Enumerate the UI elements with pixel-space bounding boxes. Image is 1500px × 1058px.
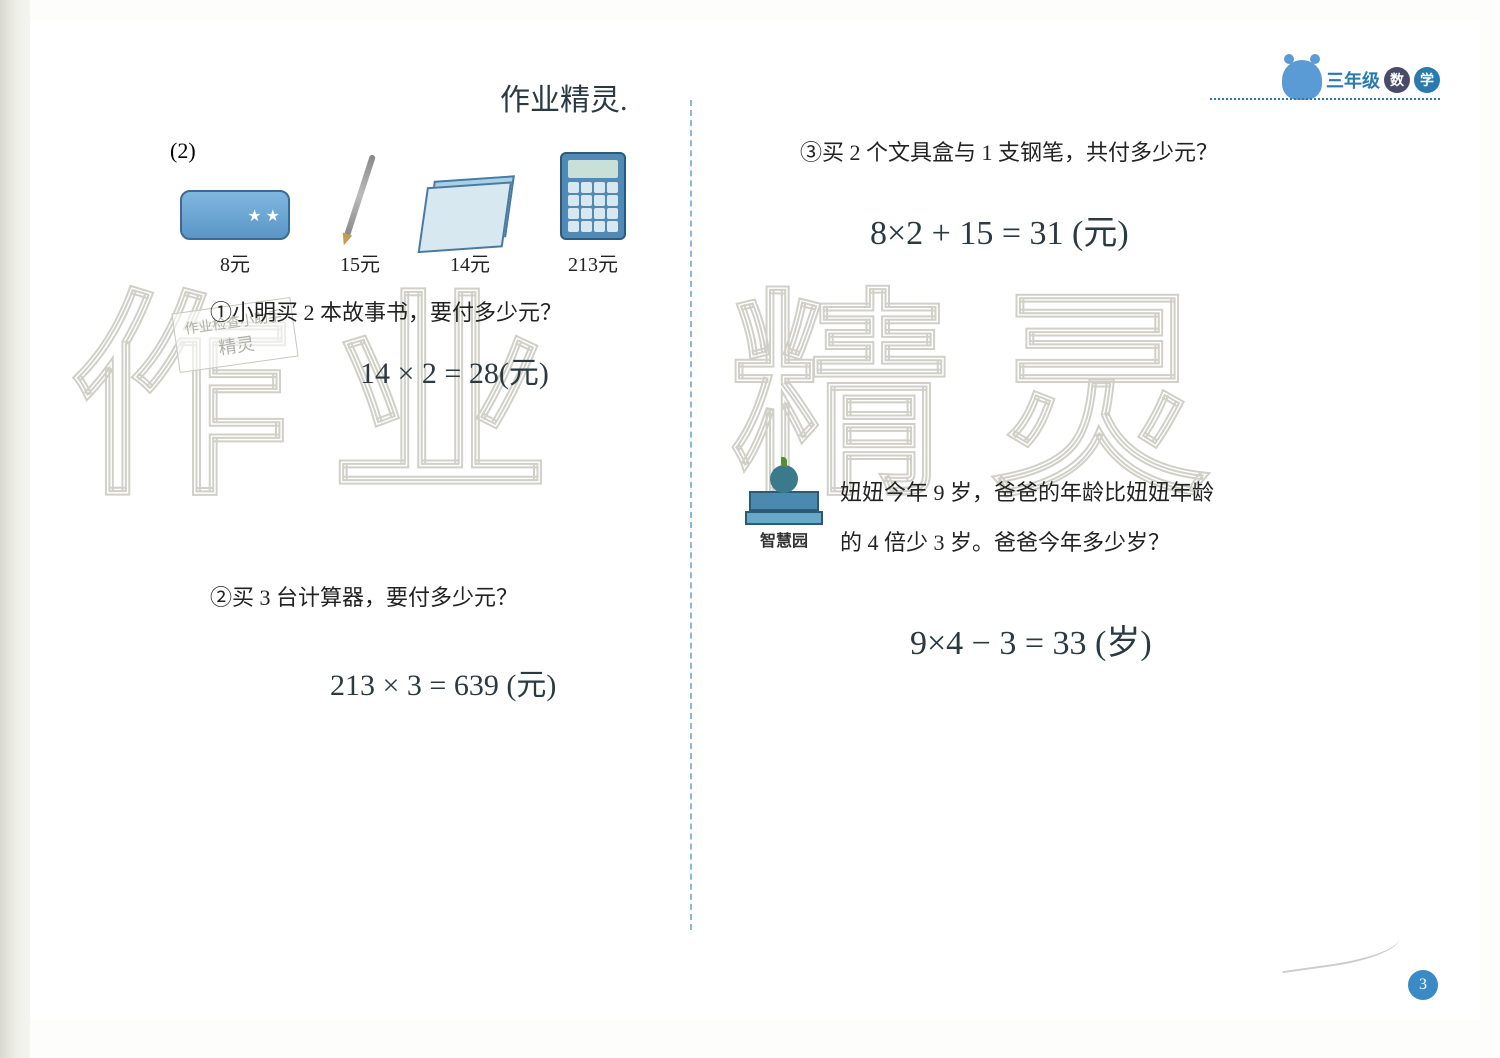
header-underline xyxy=(1210,98,1440,100)
grade-badge: 三年级 数 学 xyxy=(1282,60,1440,100)
center-divider xyxy=(690,100,692,930)
question-4-answer: 9×4 − 3 = 33 (岁) xyxy=(910,615,1152,664)
question-3-answer: 8×2 + 15 = 31 (元) xyxy=(870,205,1129,254)
question-4-line2: 的 4 倍少 3 岁。爸爸今年多少岁？ xyxy=(840,525,1170,557)
question-1-text: ①小明买 2 本故事书，要付多少元？ xyxy=(210,295,562,327)
page-number: 3 xyxy=(1408,970,1438,1000)
book-icon xyxy=(425,175,515,242)
apple-icon xyxy=(770,465,798,493)
books-stack-icon xyxy=(749,491,819,511)
price-calculator: 213元 xyxy=(568,248,618,277)
item-pen: 15元 xyxy=(340,150,380,277)
pencil-case-icon xyxy=(180,190,290,240)
price-pencil-case: 8元 xyxy=(220,248,250,277)
stamp-line2: 精灵 xyxy=(217,330,256,361)
mascot-icon xyxy=(1282,60,1322,100)
header-handwritten-title: 作业精灵. xyxy=(500,75,628,119)
price-pen: 15元 xyxy=(340,248,380,277)
question-4-line1: 妞妞今年 9 岁，爸爸的年龄比妞妞年龄 xyxy=(840,475,1214,507)
wisdom-garden-icon: 智慧园 xyxy=(745,465,823,551)
wisdom-label: 智慧园 xyxy=(760,527,808,551)
items-row: 8元 15元 14元 213元 xyxy=(180,150,626,277)
item-pencil-case: 8元 xyxy=(180,190,290,277)
page: 作业 精灵 作业精灵. 三年级 数 学 (2) 8元 15元 14元 xyxy=(30,20,1480,1020)
pen-icon xyxy=(344,154,376,237)
subject-badge-1: 数 xyxy=(1384,67,1410,93)
question-3-text: ③买 2 个文具盒与 1 支钢笔，共付多少元？ xyxy=(800,135,1218,167)
subject-badge-2: 学 xyxy=(1414,67,1440,93)
question-1-answer: 14 × 2 = 28(元) xyxy=(360,348,549,392)
question-2-text: ②买 3 台计算器，要付多少元？ xyxy=(210,580,518,612)
calculator-icon xyxy=(560,152,626,240)
binding-edge xyxy=(0,0,30,1058)
item-calculator: 213元 xyxy=(560,152,626,277)
decorative-swoosh xyxy=(1278,927,1401,973)
books-stack-icon-2 xyxy=(745,511,823,525)
question-2-answer: 213 × 3 = 639 (元) xyxy=(330,660,556,704)
grade-text: 三年级 xyxy=(1326,67,1380,93)
price-storybook: 14元 xyxy=(450,248,490,277)
item-storybook: 14元 xyxy=(430,178,510,277)
